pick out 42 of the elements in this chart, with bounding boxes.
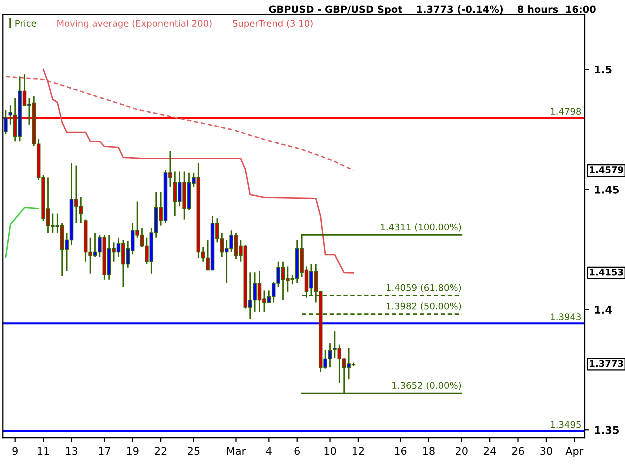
x-tick-label: 22	[155, 447, 167, 455]
x-tick-label: 24	[484, 447, 496, 455]
annotation: 1.3773	[590, 360, 624, 368]
text: SuperTrend (3 10)	[233, 20, 313, 29]
candlestick	[4, 110, 8, 136]
ref-line-label: 1.4798	[551, 108, 582, 115]
series-label: 1.4311 (100.00%)	[381, 224, 462, 232]
line-series	[5, 76, 354, 172]
chart-title: GBPUSD - GBP/USD Spot 1.3773 (-0.14%) 8 hours 16:00	[269, 6, 596, 16]
x-tick-label: 13	[66, 447, 78, 456]
x-tick-label: 25	[188, 447, 200, 456]
series-label: 1.4059 (61.80%)	[386, 284, 462, 292]
x-tick-label: 17	[99, 447, 110, 455]
y-tick-label: 1.4	[595, 306, 612, 314]
x-tick-label: 4	[266, 447, 272, 455]
ref-line-label: 1.3495	[551, 421, 581, 428]
x-tick-label: Mar	[227, 447, 246, 456]
x-tick-label: Apr	[566, 447, 584, 458]
annotation: 1.4579	[590, 166, 624, 174]
x-tick-label: 6	[294, 447, 300, 456]
x-tick-label: 9	[12, 447, 18, 456]
text: Moving average (Exponential 200)	[58, 20, 212, 29]
ref-line-label: 1.3943	[551, 314, 581, 320]
line-series	[5, 207, 40, 258]
x-tick-label: 18	[423, 447, 435, 456]
x-tick-label: 10	[324, 447, 336, 456]
x-tick-label: 30	[540, 447, 552, 456]
x-tick-label: 12	[352, 447, 364, 455]
y-tick-label: 1.35	[595, 426, 619, 434]
x-tick-label: 16	[395, 447, 407, 456]
line-series	[42, 68, 354, 274]
legend-label: Price	[16, 20, 36, 27]
x-tick-label: 20	[456, 447, 468, 456]
candlestick	[173, 171, 178, 217]
y-tick-label: 1.5	[595, 66, 612, 74]
y-tick-label: 1.45	[595, 186, 619, 194]
x-tick-label: 19	[127, 447, 139, 456]
series-label: 1.3982 (50.00%)	[386, 302, 462, 311]
x-tick-label: 11	[38, 447, 50, 455]
annotation: 1.4153	[590, 268, 624, 276]
series-label: 1.3652 (0.00%)	[392, 382, 462, 390]
x-tick-label: 26	[512, 447, 524, 456]
